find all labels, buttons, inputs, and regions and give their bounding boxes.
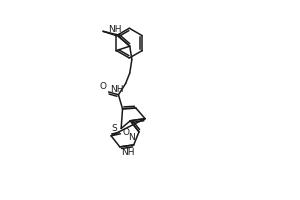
Text: N: N — [128, 133, 135, 142]
Text: S: S — [112, 124, 117, 133]
Text: NH: NH — [108, 25, 122, 34]
Text: O: O — [99, 82, 106, 91]
Text: NH: NH — [121, 148, 134, 157]
Text: O: O — [122, 128, 130, 137]
Text: NH: NH — [110, 85, 124, 94]
